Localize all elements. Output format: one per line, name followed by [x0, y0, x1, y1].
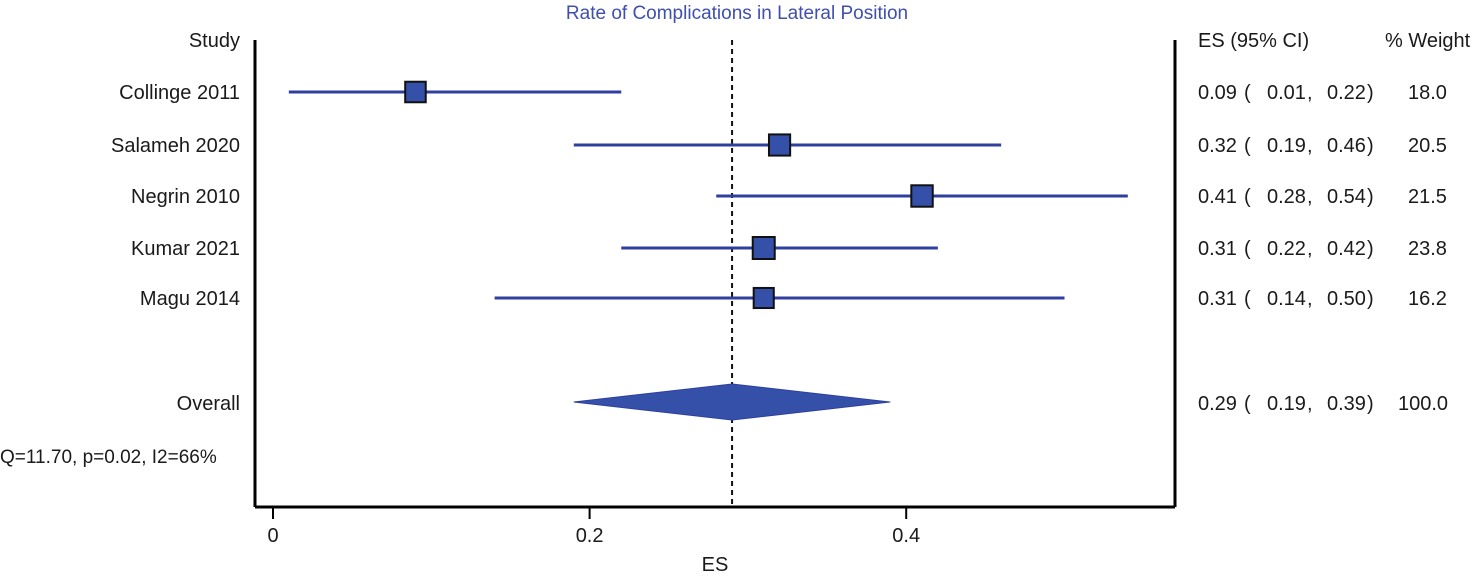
x-tick-label: 0.4	[892, 525, 920, 547]
header-es-ci: ES (95% CI)	[1198, 30, 1309, 52]
ci-upper-value: 0.54	[1327, 186, 1366, 208]
es-value: 0.09	[1198, 82, 1237, 104]
overall-weight-value: 100.0	[1398, 393, 1448, 415]
ci-open-paren: (	[1244, 238, 1251, 260]
ci-close-paren: )	[1367, 238, 1374, 260]
chart-title: Rate of Complications in Lateral Positio…	[566, 3, 908, 24]
ci-open-paren: (	[1244, 135, 1251, 157]
heterogeneity-text: Q=11.70, p=0.02, I2=66%	[0, 447, 217, 468]
ci-open-paren: (	[1244, 82, 1251, 104]
ci-lower-value: 0.19	[1267, 135, 1306, 157]
ci-separator: ,	[1307, 186, 1313, 208]
ci-close-paren: )	[1367, 288, 1374, 310]
study-label: Collinge 2011	[119, 82, 240, 104]
ci-close-paren: )	[1367, 393, 1374, 415]
weight-value: 21.5	[1408, 186, 1447, 208]
ci-separator: ,	[1307, 238, 1313, 260]
overall-diamond	[573, 383, 891, 421]
ci-close-paren: )	[1367, 186, 1374, 208]
ci-separator: ,	[1307, 393, 1313, 415]
study-marker	[751, 236, 776, 260]
ci-upper-value: 0.42	[1327, 238, 1366, 260]
study-marker	[404, 80, 427, 104]
study-marker	[767, 133, 792, 157]
ci-separator: ,	[1307, 288, 1313, 310]
x-tick-label: 0	[267, 525, 278, 547]
study-label: Magu 2014	[140, 288, 240, 310]
weight-value: 18.0	[1408, 82, 1447, 104]
ci-separator: ,	[1307, 82, 1313, 104]
ci-lower-value: 0.01	[1267, 82, 1306, 104]
x-tick-label: 0.2	[576, 525, 604, 547]
weight-value: 16.2	[1408, 288, 1447, 310]
ci-lower-value: 0.22	[1267, 238, 1306, 260]
study-marker	[910, 184, 934, 208]
header-study: Study	[189, 30, 240, 52]
ci-upper-value: 0.22	[1327, 82, 1366, 104]
ci-upper-value: 0.46	[1327, 135, 1366, 157]
ci-open-paren: (	[1244, 393, 1251, 415]
es-value: 0.31	[1198, 238, 1237, 260]
es-value: 0.31	[1198, 288, 1237, 310]
study-label: Salameh 2020	[111, 135, 240, 157]
study-label: Kumar 2021	[131, 238, 240, 260]
study-label: Negrin 2010	[131, 186, 240, 208]
weight-value: 23.8	[1408, 238, 1447, 260]
es-value: 0.32	[1198, 135, 1237, 157]
overall-ci-lower-value: 0.19	[1267, 393, 1306, 415]
overall-label: Overall	[177, 393, 240, 415]
ci-lower-value: 0.28	[1267, 186, 1306, 208]
ci-lower-value: 0.14	[1267, 288, 1306, 310]
ci-close-paren: )	[1367, 135, 1374, 157]
study-marker	[752, 286, 775, 310]
weight-value: 20.5	[1408, 135, 1447, 157]
header-weight: % Weight	[1385, 30, 1471, 52]
es-value: 0.41	[1198, 186, 1237, 208]
x-axis-label: ES	[702, 554, 729, 576]
ci-close-paren: )	[1367, 82, 1374, 104]
ci-open-paren: (	[1244, 186, 1251, 208]
overall-es-value: 0.29	[1198, 393, 1237, 415]
overall-ci-upper-value: 0.39	[1327, 393, 1366, 415]
ci-open-paren: (	[1244, 288, 1251, 310]
ci-separator: ,	[1307, 135, 1313, 157]
ci-upper-value: 0.50	[1327, 288, 1366, 310]
